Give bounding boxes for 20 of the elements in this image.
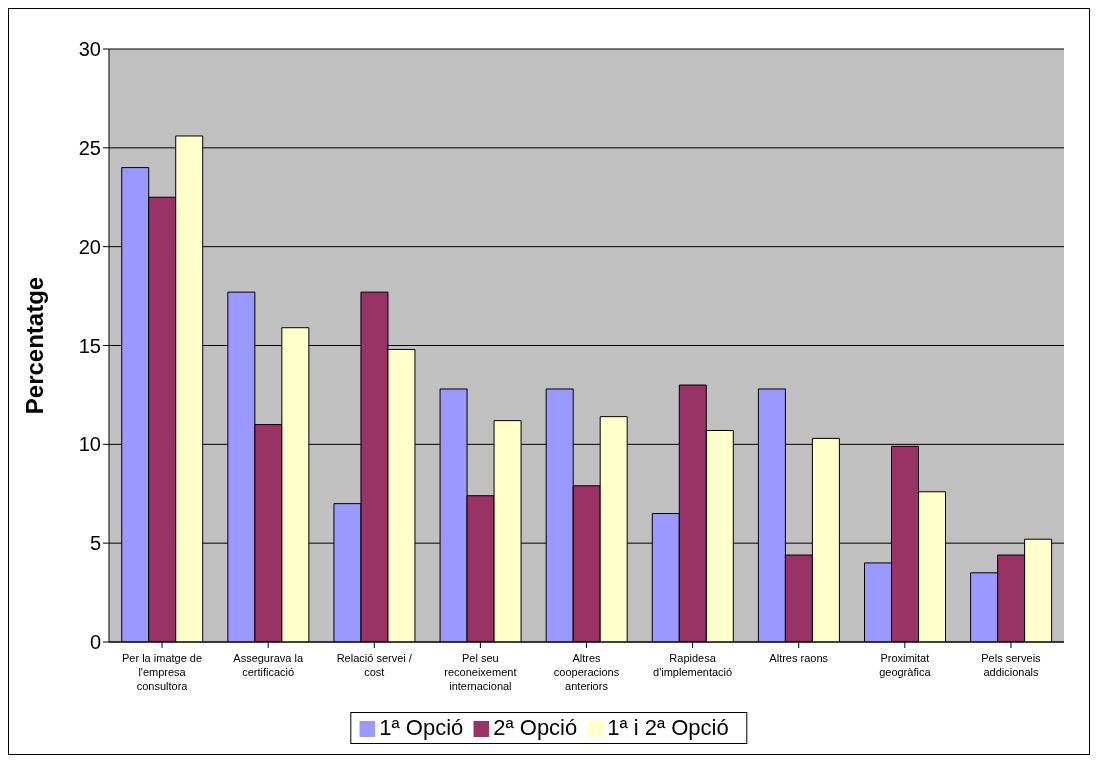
y-tick-label: 25 — [78, 136, 101, 159]
y-tick-label: 10 — [78, 433, 101, 456]
y-tick-label: 15 — [78, 334, 101, 357]
x-tick-label: Assegurava la certificació — [233, 652, 304, 678]
legend-label: 2ª Opció — [493, 715, 578, 740]
x-tick-label: Altres cooperacions anteriors — [553, 652, 620, 692]
y-tick-label: 20 — [78, 235, 101, 258]
x-tick-label: Pels serveis addicionals — [981, 652, 1042, 678]
x-tick-label: Per la imatge de l'empresa consultora — [122, 652, 203, 692]
y-tick-label: 0 — [89, 631, 101, 654]
legend-label: 1ª i 2ª Opció — [607, 715, 729, 740]
x-tick-label: Altres raons — [769, 652, 829, 664]
y-tick-label: 30 — [78, 38, 101, 61]
y-tick-label: 5 — [89, 532, 101, 555]
x-tick-label: Proximitat geogràfica — [879, 652, 932, 678]
x-tick-label: Relació servei / cost — [336, 652, 413, 678]
legend-label: 1ª Opció — [379, 715, 464, 740]
y-axis-title: Percentatge — [20, 276, 48, 415]
x-tick-label: Rapidesa d'implementació — [653, 652, 733, 678]
x-tick-label: Pel seu reconeixement internacional — [444, 652, 517, 692]
